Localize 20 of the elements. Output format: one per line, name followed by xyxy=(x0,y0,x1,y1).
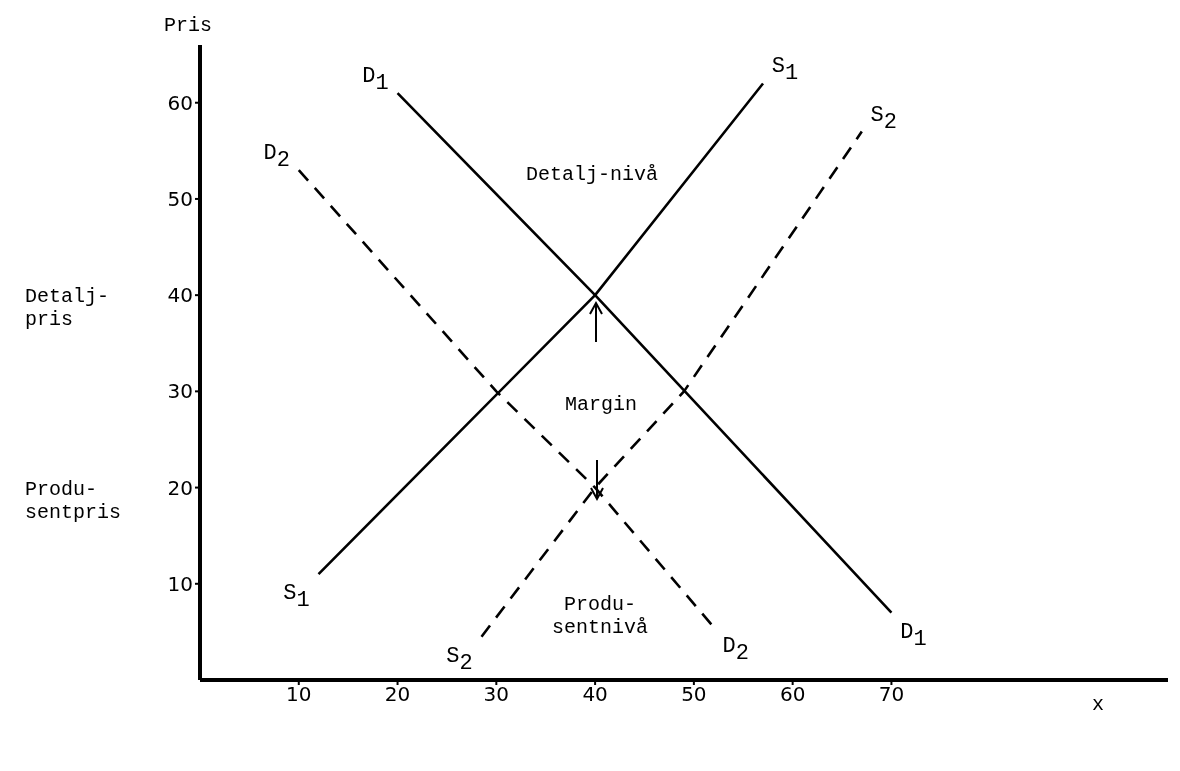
x-axis-title: x xyxy=(1091,693,1105,716)
x-tick-label: 70 xyxy=(878,682,905,707)
text: Produ- sentpris xyxy=(25,478,122,524)
y-tick-label: 40 xyxy=(167,283,193,308)
x-tick-label: 20 xyxy=(384,682,411,707)
y-tick-label: 20 xyxy=(167,475,193,500)
annotation: Produ- sentnivå xyxy=(551,593,649,639)
x-tick-label: 40 xyxy=(582,682,608,707)
annotation: Margin xyxy=(564,393,638,416)
y-tick-label: 50 xyxy=(167,187,193,212)
x-tick-label: 30 xyxy=(483,682,510,707)
x-tick-label: 10 xyxy=(286,682,312,707)
y-tick-label: 30 xyxy=(167,379,193,404)
y-tick-label: 60 xyxy=(167,90,193,115)
annotation: Detalj-nivå xyxy=(525,163,659,186)
x-tick-label: 60 xyxy=(779,682,806,707)
y-axis-title: Pris xyxy=(163,14,213,37)
x-tick-label: 50 xyxy=(681,682,707,707)
text: Detalj- pris xyxy=(25,285,110,331)
y-tick-label: 10 xyxy=(167,571,193,596)
